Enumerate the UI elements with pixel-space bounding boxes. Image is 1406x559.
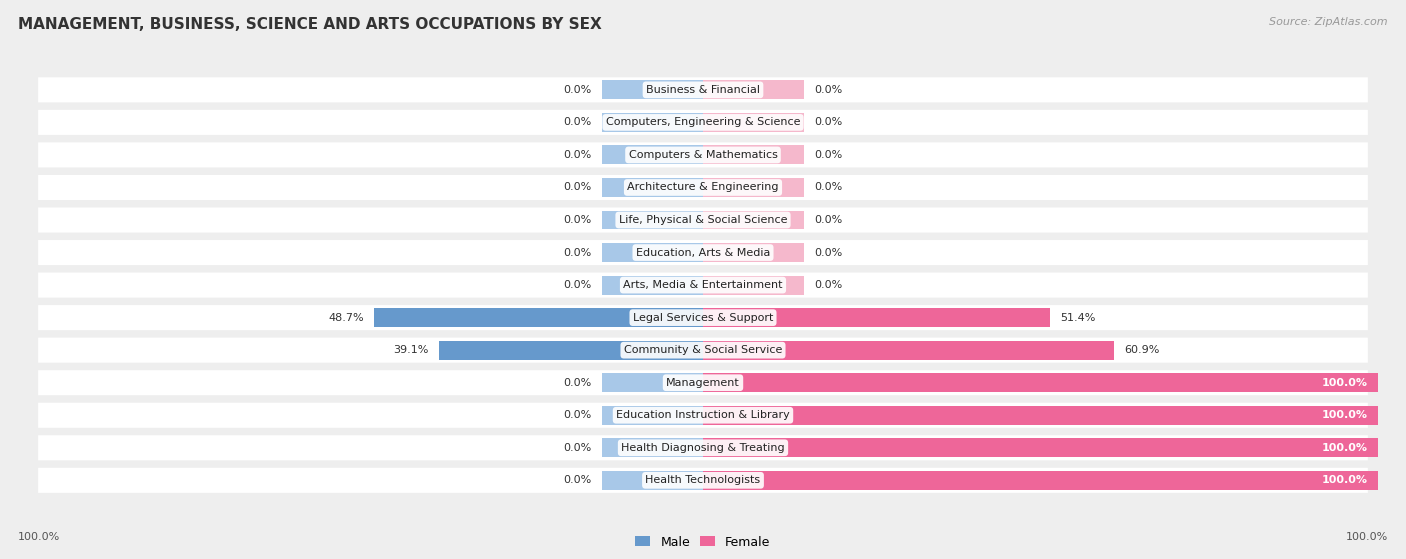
Bar <box>703 113 804 132</box>
Bar <box>602 211 703 229</box>
Text: 100.0%: 100.0% <box>1322 475 1368 485</box>
Text: 0.0%: 0.0% <box>564 280 592 290</box>
Text: Education Instruction & Library: Education Instruction & Library <box>616 410 790 420</box>
Bar <box>703 406 1378 425</box>
Bar <box>703 471 1378 490</box>
FancyBboxPatch shape <box>38 402 1368 428</box>
Bar <box>602 145 703 164</box>
Text: 0.0%: 0.0% <box>564 475 592 485</box>
Text: 0.0%: 0.0% <box>814 280 842 290</box>
Bar <box>602 406 703 425</box>
Bar <box>374 308 703 327</box>
Text: 0.0%: 0.0% <box>564 117 592 127</box>
Bar <box>703 178 804 197</box>
FancyBboxPatch shape <box>38 370 1368 395</box>
Bar <box>602 178 703 197</box>
Text: Health Diagnosing & Treating: Health Diagnosing & Treating <box>621 443 785 453</box>
Text: Computers & Mathematics: Computers & Mathematics <box>628 150 778 160</box>
FancyBboxPatch shape <box>38 143 1368 168</box>
Text: 100.0%: 100.0% <box>1322 378 1368 388</box>
Text: Life, Physical & Social Science: Life, Physical & Social Science <box>619 215 787 225</box>
Bar <box>703 341 1114 359</box>
Bar <box>602 113 703 132</box>
Bar <box>602 276 703 295</box>
Bar <box>703 438 1378 457</box>
Bar <box>602 438 703 457</box>
FancyBboxPatch shape <box>38 468 1368 493</box>
Text: MANAGEMENT, BUSINESS, SCIENCE AND ARTS OCCUPATIONS BY SEX: MANAGEMENT, BUSINESS, SCIENCE AND ARTS O… <box>18 17 602 32</box>
Bar <box>602 373 703 392</box>
Bar <box>703 308 1050 327</box>
Text: 0.0%: 0.0% <box>564 182 592 192</box>
Text: Architecture & Engineering: Architecture & Engineering <box>627 182 779 192</box>
Text: 0.0%: 0.0% <box>564 248 592 258</box>
Text: 0.0%: 0.0% <box>814 248 842 258</box>
Text: 100.0%: 100.0% <box>1322 410 1368 420</box>
FancyBboxPatch shape <box>38 175 1368 200</box>
Text: 0.0%: 0.0% <box>564 85 592 95</box>
FancyBboxPatch shape <box>38 77 1368 102</box>
Text: 0.0%: 0.0% <box>814 182 842 192</box>
Bar <box>703 211 804 229</box>
Text: 0.0%: 0.0% <box>814 85 842 95</box>
Text: Management: Management <box>666 378 740 388</box>
Text: 0.0%: 0.0% <box>564 378 592 388</box>
FancyBboxPatch shape <box>38 435 1368 460</box>
Text: 0.0%: 0.0% <box>814 150 842 160</box>
Bar <box>602 243 703 262</box>
Text: 39.1%: 39.1% <box>394 345 429 355</box>
Text: 100.0%: 100.0% <box>1322 443 1368 453</box>
Bar <box>703 243 804 262</box>
FancyBboxPatch shape <box>38 110 1368 135</box>
Bar <box>439 341 703 359</box>
Legend: Male, Female: Male, Female <box>630 530 776 553</box>
Text: Business & Financial: Business & Financial <box>645 85 761 95</box>
Text: 0.0%: 0.0% <box>564 443 592 453</box>
Text: Computers, Engineering & Science: Computers, Engineering & Science <box>606 117 800 127</box>
Text: Legal Services & Support: Legal Services & Support <box>633 312 773 323</box>
FancyBboxPatch shape <box>38 207 1368 233</box>
FancyBboxPatch shape <box>38 305 1368 330</box>
Text: 48.7%: 48.7% <box>329 312 364 323</box>
Text: 51.4%: 51.4% <box>1060 312 1095 323</box>
Bar <box>602 80 703 100</box>
Text: Arts, Media & Entertainment: Arts, Media & Entertainment <box>623 280 783 290</box>
FancyBboxPatch shape <box>38 273 1368 297</box>
Bar <box>703 373 1378 392</box>
Bar <box>703 80 804 100</box>
Text: Source: ZipAtlas.com: Source: ZipAtlas.com <box>1270 17 1388 27</box>
Text: 0.0%: 0.0% <box>564 215 592 225</box>
Bar <box>703 145 804 164</box>
Text: Health Technologists: Health Technologists <box>645 475 761 485</box>
Text: 0.0%: 0.0% <box>564 410 592 420</box>
Text: 100.0%: 100.0% <box>1346 532 1388 542</box>
Text: 0.0%: 0.0% <box>814 215 842 225</box>
Bar <box>703 276 804 295</box>
Text: 0.0%: 0.0% <box>814 117 842 127</box>
Text: 100.0%: 100.0% <box>18 532 60 542</box>
Bar <box>602 471 703 490</box>
Text: 60.9%: 60.9% <box>1125 345 1160 355</box>
FancyBboxPatch shape <box>38 338 1368 363</box>
Text: Education, Arts & Media: Education, Arts & Media <box>636 248 770 258</box>
FancyBboxPatch shape <box>38 240 1368 265</box>
Text: Community & Social Service: Community & Social Service <box>624 345 782 355</box>
Text: 0.0%: 0.0% <box>564 150 592 160</box>
